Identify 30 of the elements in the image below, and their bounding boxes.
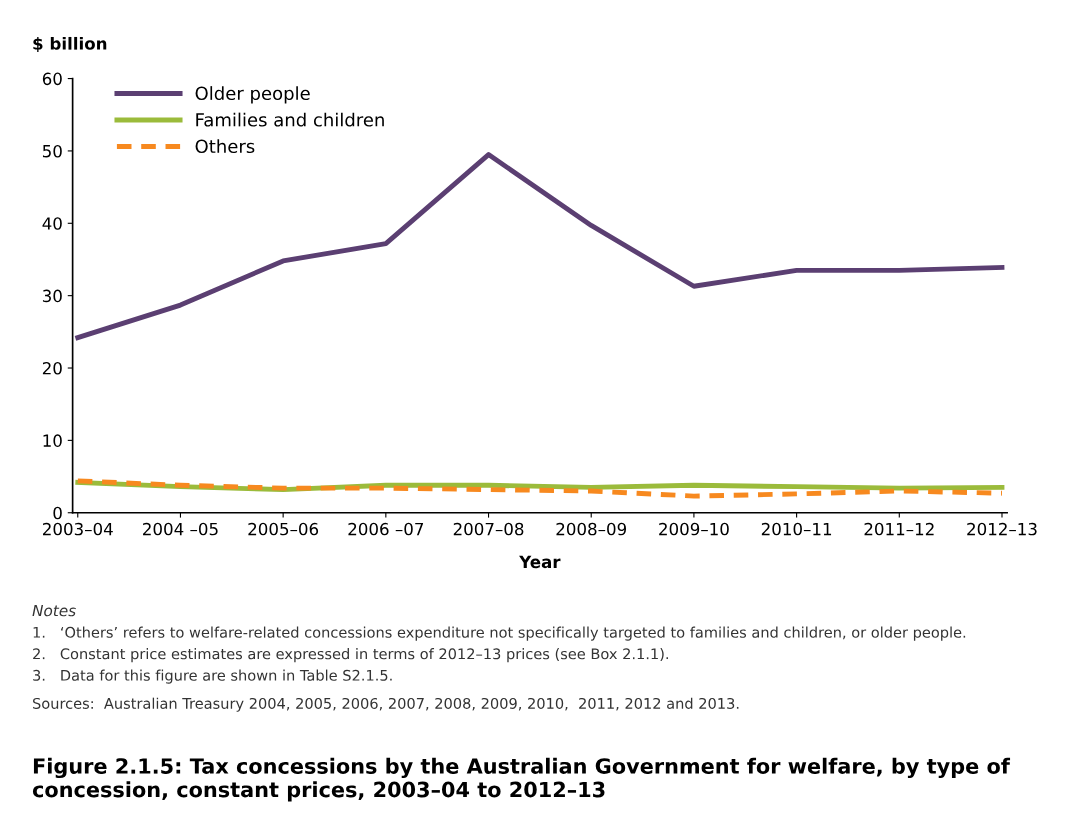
legend-label: Families and children [196, 112, 384, 127]
source-note: Sources: Australian Treasury 2004, 2005, 2006, 2007, 2008, 2009, 2010, 2011, 2012 and 2013. [33, 697, 739, 712]
line-series [75, 152, 1005, 341]
y-tick-label: 50 [42, 144, 62, 158]
text: Figure 2.1.5: Tax concessions by the Australian Government for welfare, by type of concession, constant prices, 2003–04 to 2012–13 [32, 757, 1011, 802]
x-tick-label: 2011–12 [864, 522, 934, 536]
x-tick-label: 2004 –05 [143, 522, 218, 536]
text: 1. ‘Others’ refers to welfare-related concessions expenditure not specifically targeted to families and children, or older people. [33, 626, 966, 641]
legend-label: Others [195, 139, 255, 154]
text: Notes [32, 604, 76, 617]
line-series [75, 478, 1005, 499]
x-tick-label: 2003–04 [43, 522, 113, 536]
y-tick-label: 40 [42, 217, 62, 230]
x-tick-label: 2007–08 [453, 522, 524, 536]
x-tick-label: 2008–09 [556, 522, 627, 536]
y-tick-label: 0 [53, 506, 62, 520]
x-tick-label: 2005–06 [248, 522, 319, 536]
legend-label: Older people [195, 86, 310, 104]
y-tick-label: 10 [43, 434, 62, 447]
x-axis-title: Year [519, 555, 561, 569]
text: 3. Data for this figure are shown in Table S2.1.5. [33, 669, 392, 684]
y-tick-label: 20 [42, 361, 62, 375]
text: 2. Constant price estimates are expressed in terms of 2012–13 prices (see Box 2.1.1). [33, 648, 668, 663]
y-axis-title: $ billion [33, 36, 107, 53]
x-tick-label: 2010–11 [761, 522, 832, 536]
x-tick-label: 2012–13 [967, 522, 1037, 536]
y-tick-label: 60 [42, 72, 62, 86]
x-tick-label: 2006 –07 [348, 522, 424, 536]
x-tick-label: 2009–10 [659, 522, 729, 536]
y-tick-label: 30 [42, 289, 62, 303]
